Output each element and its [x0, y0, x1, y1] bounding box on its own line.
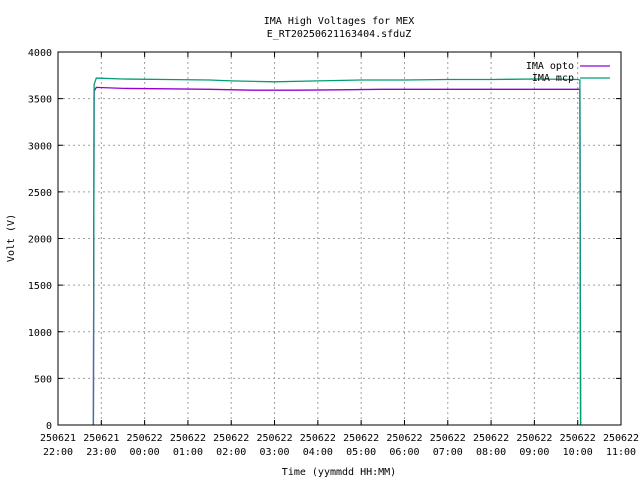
x-tick-time: 03:00 [259, 447, 289, 458]
x-tick-time: 11:00 [606, 447, 636, 458]
y-tick-label: 2500 [28, 188, 52, 199]
x-tick-date: 250622 [473, 433, 509, 444]
x-tick-time: 01:00 [173, 447, 203, 458]
legend-label: IMA mcp [532, 73, 574, 84]
x-axis-label: Time (yymmdd HH:MM) [282, 467, 396, 478]
x-tick-time: 22:00 [43, 447, 73, 458]
x-tick-time: 02:00 [216, 447, 246, 458]
x-axis-ticks: 250621 22:00 250621 23:00 250622 00:00 250622 0… [40, 52, 639, 458]
y-axis-label: Volt (V) [6, 214, 17, 262]
x-tick-date: 250622 [430, 433, 466, 444]
y-tick-label: 1500 [28, 281, 52, 292]
x-tick-date: 250622 [170, 433, 206, 444]
x-tick-date: 250622 [386, 433, 422, 444]
y-tick-label: 4000 [28, 48, 52, 59]
x-tick-date: 250622 [603, 433, 639, 444]
x-tick-date: 250622 [560, 433, 596, 444]
series-lines [92, 77, 582, 426]
y-tick-label: 3500 [28, 95, 52, 106]
x-tick-time: 04:00 [303, 447, 333, 458]
x-tick-time: 07:00 [433, 447, 463, 458]
y-tick-label: 0 [46, 421, 52, 432]
x-tick-date: 250622 [127, 433, 163, 444]
x-tick-time: 08:00 [476, 447, 506, 458]
series-line-2 [92, 77, 582, 426]
y-axis-ticks: 0 500 1000 1500 2000 2500 3000 3500 4000 [28, 48, 621, 432]
legend-label: IMA opto [526, 61, 574, 72]
y-tick-label: 3000 [28, 141, 52, 152]
x-tick-time: 09:00 [519, 447, 549, 458]
x-tick-date: 250622 [300, 433, 336, 444]
x-tick-time: 06:00 [389, 447, 419, 458]
x-tick-date: 250621 [83, 433, 119, 444]
plot-frame [57, 51, 622, 426]
chart-subtitle: E_RT20250621163404.sfduZ [267, 29, 412, 40]
x-tick-time: 23:00 [86, 447, 116, 458]
x-tick-time: 10:00 [563, 447, 593, 458]
x-tick-date: 250622 [256, 433, 292, 444]
x-tick-date: 250622 [213, 433, 249, 444]
x-tick-date: 250621 [40, 433, 76, 444]
chart-title: IMA High Voltages for MEX [264, 16, 415, 27]
x-tick-date: 250622 [343, 433, 379, 444]
y-tick-label: 500 [34, 374, 52, 385]
y-tick-label: 2000 [28, 235, 52, 246]
y-tick-label: 1000 [28, 328, 52, 339]
series-line-1 [92, 86, 582, 426]
x-tick-date: 250622 [516, 433, 552, 444]
x-tick-time: 00:00 [130, 447, 160, 458]
x-tick-time: 05:00 [346, 447, 376, 458]
grid-lines [58, 52, 621, 425]
